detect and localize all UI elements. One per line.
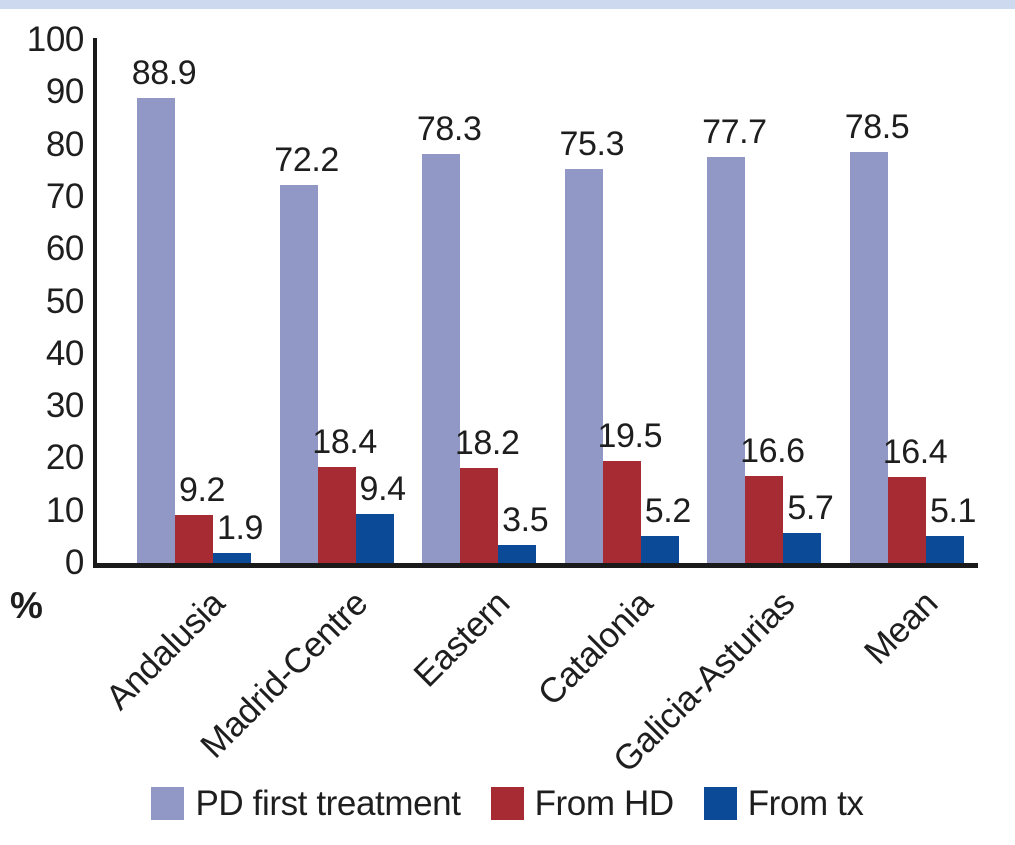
y-tick-label: 10 [45,490,85,530]
bar [498,544,537,563]
value-label: 88.9 [131,54,197,93]
legend-item: From HD [490,784,675,823]
value-label: 9.4 [359,469,406,508]
bar [640,535,679,563]
top-border-band [0,0,1015,9]
y-tick-label: 90 [45,72,85,112]
bar [355,513,394,563]
legend-label: From tx [747,784,864,823]
bar [279,185,318,563]
bar [213,553,251,563]
bar [317,466,356,563]
y-tick-label: 80 [45,124,85,164]
y-tick-label: 60 [45,229,85,269]
y-tick-label: 70 [45,176,85,216]
legend-item: PD first treatment [151,784,461,823]
value-label: 9.2 [178,470,226,509]
value-label: 5.1 [929,492,977,531]
value-label: 5.2 [644,491,691,530]
y-tick-label: 30 [45,386,85,426]
value-label: 16.4 [882,433,948,472]
bar [745,476,784,563]
value-label: 1.9 [216,509,264,548]
bar [175,514,213,563]
value-label: 18.2 [454,423,520,462]
bar [602,461,641,563]
bar [137,98,175,563]
value-label: 5.7 [787,489,834,528]
y-tick-label: 0 [64,543,84,582]
bar [707,156,746,563]
value-label: 75.3 [559,125,625,164]
y-tick-label: 50 [45,281,85,321]
legend-label: PD first treatment [195,784,461,823]
y-tick-label: 40 [45,333,85,373]
value-label: 18.4 [312,422,377,461]
value-label: 78.3 [416,109,482,148]
value-label: 3.5 [502,500,549,539]
legend-swatch [703,787,737,820]
y-tick-label: 100 [26,20,85,59]
legend-label: From HD [534,784,675,823]
bar [460,467,499,563]
value-label: 77.7 [702,112,767,151]
x-axis-line [93,563,978,568]
value-label: 16.6 [740,432,805,471]
value-label: 78.5 [844,108,910,147]
bar [888,477,926,563]
value-label: 19.5 [597,417,663,456]
bar [564,169,603,563]
bar [422,153,461,563]
legend-item: From tx [703,784,864,823]
bar [850,152,888,563]
y-axis-line [93,38,97,568]
value-label: 72.2 [274,141,339,180]
legend: PD first treatment From HD From tx [0,786,1015,821]
y-axis-title: % [10,585,43,626]
bar [926,536,964,563]
legend-swatch [151,787,185,820]
y-tick-label: 20 [45,438,85,478]
legend-swatch [490,787,524,820]
bar [783,533,822,563]
